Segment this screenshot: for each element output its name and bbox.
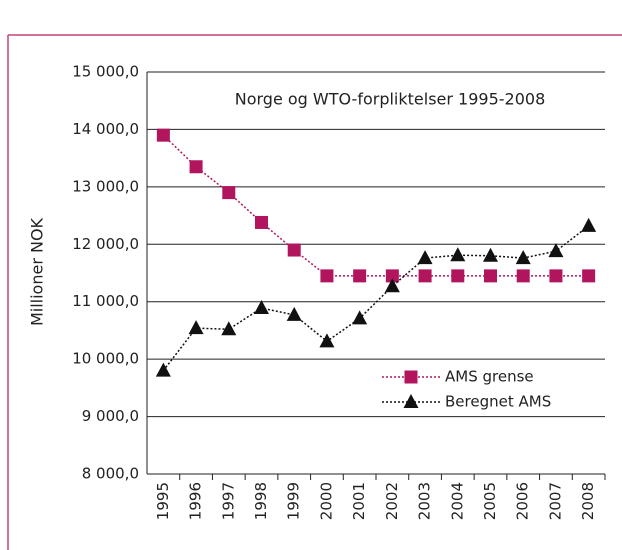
marker (483, 247, 498, 262)
marker (286, 306, 302, 321)
x-tick-label: 1996 (187, 482, 205, 520)
x-tick-label: 2006 (514, 482, 532, 520)
legend-label: AMS grense (445, 368, 534, 386)
marker (582, 269, 596, 283)
marker (385, 269, 399, 283)
y-tick-label: 11 000,0 (72, 292, 139, 310)
y-tick-label: 8 000,0 (82, 465, 139, 483)
y-tick-label: 12 000,0 (72, 235, 139, 253)
x-tick-label: 2003 (416, 482, 434, 520)
x-tick-label: 2002 (383, 482, 401, 520)
marker (353, 269, 367, 283)
marker (418, 269, 432, 283)
marker (287, 243, 301, 257)
x-tick-label: 2001 (350, 482, 368, 520)
marker (156, 128, 170, 142)
marker (403, 394, 419, 408)
marker (221, 321, 237, 336)
x-tick-label: 2005 (481, 482, 499, 520)
marker (484, 269, 497, 283)
y-tick-label: 9 000,0 (82, 407, 139, 425)
marker (548, 243, 564, 258)
x-tick-label: 2004 (448, 482, 466, 520)
x-tick-label: 2008 (579, 482, 597, 520)
marker (549, 269, 563, 283)
marker (581, 217, 597, 232)
legend-label: Beregnet AMS (445, 393, 551, 411)
marker (451, 269, 465, 283)
x-tick-label: 1995 (154, 482, 172, 520)
y-tick-label: 13 000,0 (72, 177, 139, 195)
chart-title: Norge og WTO-forpliktelser 1995-2008 (235, 90, 546, 109)
marker (384, 278, 400, 293)
marker (319, 333, 335, 348)
x-tick-label: 2007 (546, 482, 564, 520)
series-line (162, 225, 590, 372)
series-line (162, 134, 589, 277)
y-axis-label: Millioner NOK (28, 217, 47, 326)
marker (515, 250, 531, 265)
y-tick-label: 10 000,0 (72, 350, 139, 368)
marker (188, 320, 204, 335)
x-tick-label: 1998 (252, 482, 270, 520)
x-tick-label: 1997 (219, 482, 237, 520)
marker (222, 186, 236, 200)
marker (417, 250, 433, 265)
marker (352, 310, 368, 325)
marker (255, 215, 268, 229)
marker (189, 160, 203, 174)
y-tick-label: 15 000,0 (72, 63, 139, 81)
marker (450, 247, 466, 262)
marker (155, 362, 171, 377)
y-tick-label: 14 000,0 (72, 120, 139, 138)
marker (404, 370, 418, 384)
marker (516, 269, 530, 283)
x-tick-label: 1999 (285, 482, 303, 520)
marker (254, 300, 269, 315)
marker (320, 269, 334, 283)
x-tick-label: 2000 (317, 482, 335, 520)
